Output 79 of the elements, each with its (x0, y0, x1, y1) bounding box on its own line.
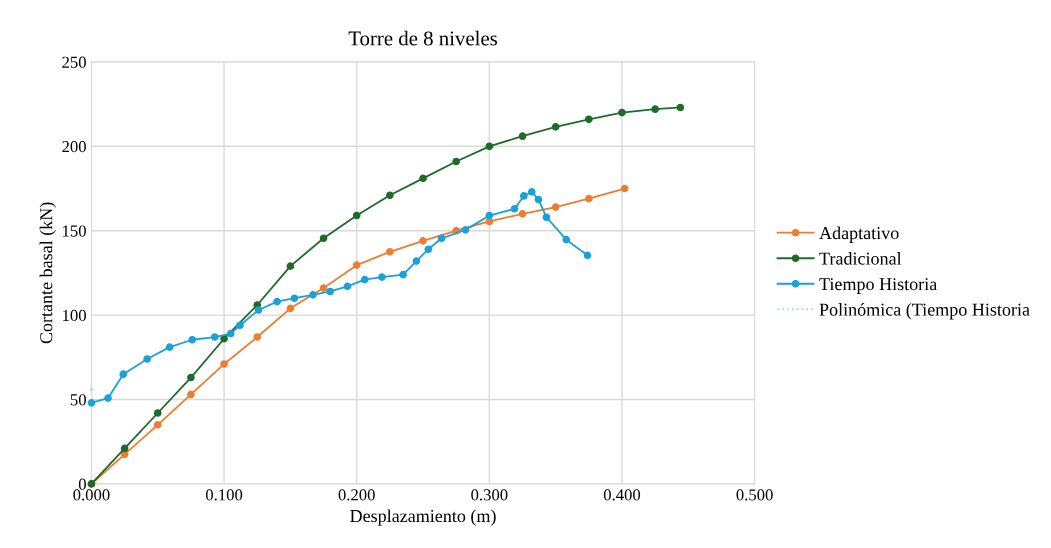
y-tick-label: 50 (70, 394, 86, 406)
point (143, 355, 151, 363)
legend-label: Tradicional (819, 252, 902, 265)
point (551, 203, 560, 211)
point (618, 108, 626, 117)
point (585, 115, 593, 124)
chart-title: Torre de 8 niveles (348, 30, 498, 46)
point (485, 142, 494, 151)
point (527, 188, 536, 196)
point (352, 261, 361, 269)
point (120, 444, 129, 453)
point (319, 234, 328, 243)
point (651, 105, 659, 114)
x-tick-label: 0.300 (471, 489, 508, 501)
point (87, 399, 96, 407)
point (620, 184, 629, 193)
point (520, 192, 528, 200)
y-tick-label: 150 (63, 225, 86, 237)
x-tick-label: 0.400 (603, 489, 641, 501)
point (386, 191, 394, 200)
point (220, 360, 228, 368)
y-tick-label: 250 (62, 56, 86, 68)
point (676, 103, 685, 112)
point (419, 237, 427, 245)
point (452, 157, 461, 166)
point (210, 333, 219, 341)
point (437, 234, 446, 243)
legend-label: Polinómica (Tiempo Historia (819, 303, 1030, 320)
point (583, 251, 592, 260)
point (551, 123, 560, 131)
point (352, 211, 361, 220)
point (518, 132, 527, 141)
point (309, 291, 317, 299)
x-axis-title: Desplazamiento (m) (350, 509, 496, 526)
point (165, 343, 174, 351)
point (119, 370, 128, 378)
point (326, 287, 335, 296)
point (187, 373, 195, 382)
point (319, 284, 328, 292)
point (187, 390, 195, 399)
point (286, 304, 295, 313)
point (412, 257, 421, 265)
legend-label: Adaptativo (819, 226, 899, 243)
point (360, 275, 369, 284)
point (461, 226, 470, 234)
x-tick-label: 0.100 (205, 489, 243, 501)
x-tick-label: 0.000 (73, 489, 110, 501)
point (236, 321, 244, 330)
point (518, 210, 527, 218)
point (378, 273, 386, 281)
point (153, 409, 162, 417)
point (220, 334, 228, 343)
y-tick-label: 200 (62, 141, 86, 153)
x-tick-label: 0.200 (338, 489, 375, 501)
point (424, 245, 433, 254)
point (153, 420, 162, 429)
point (510, 204, 519, 213)
point (534, 195, 543, 204)
point (343, 282, 352, 291)
point (485, 211, 494, 220)
point (253, 333, 262, 341)
point (104, 394, 112, 402)
point (585, 194, 593, 203)
point (254, 306, 263, 314)
point (399, 270, 407, 279)
point (226, 329, 235, 338)
point (273, 297, 281, 306)
point (290, 294, 299, 303)
point (188, 335, 197, 344)
point (419, 174, 427, 183)
y-tick-label: 100 (63, 309, 86, 322)
point (562, 235, 571, 244)
point (542, 213, 551, 222)
y-tick-label: 0 (78, 478, 86, 490)
y-axis-title: Cortante basal (kN) (39, 202, 57, 344)
x-tick-label: 0.500 (736, 489, 773, 501)
point (286, 262, 295, 270)
legend-label: Tiempo Historia (819, 278, 937, 294)
point (386, 247, 394, 256)
